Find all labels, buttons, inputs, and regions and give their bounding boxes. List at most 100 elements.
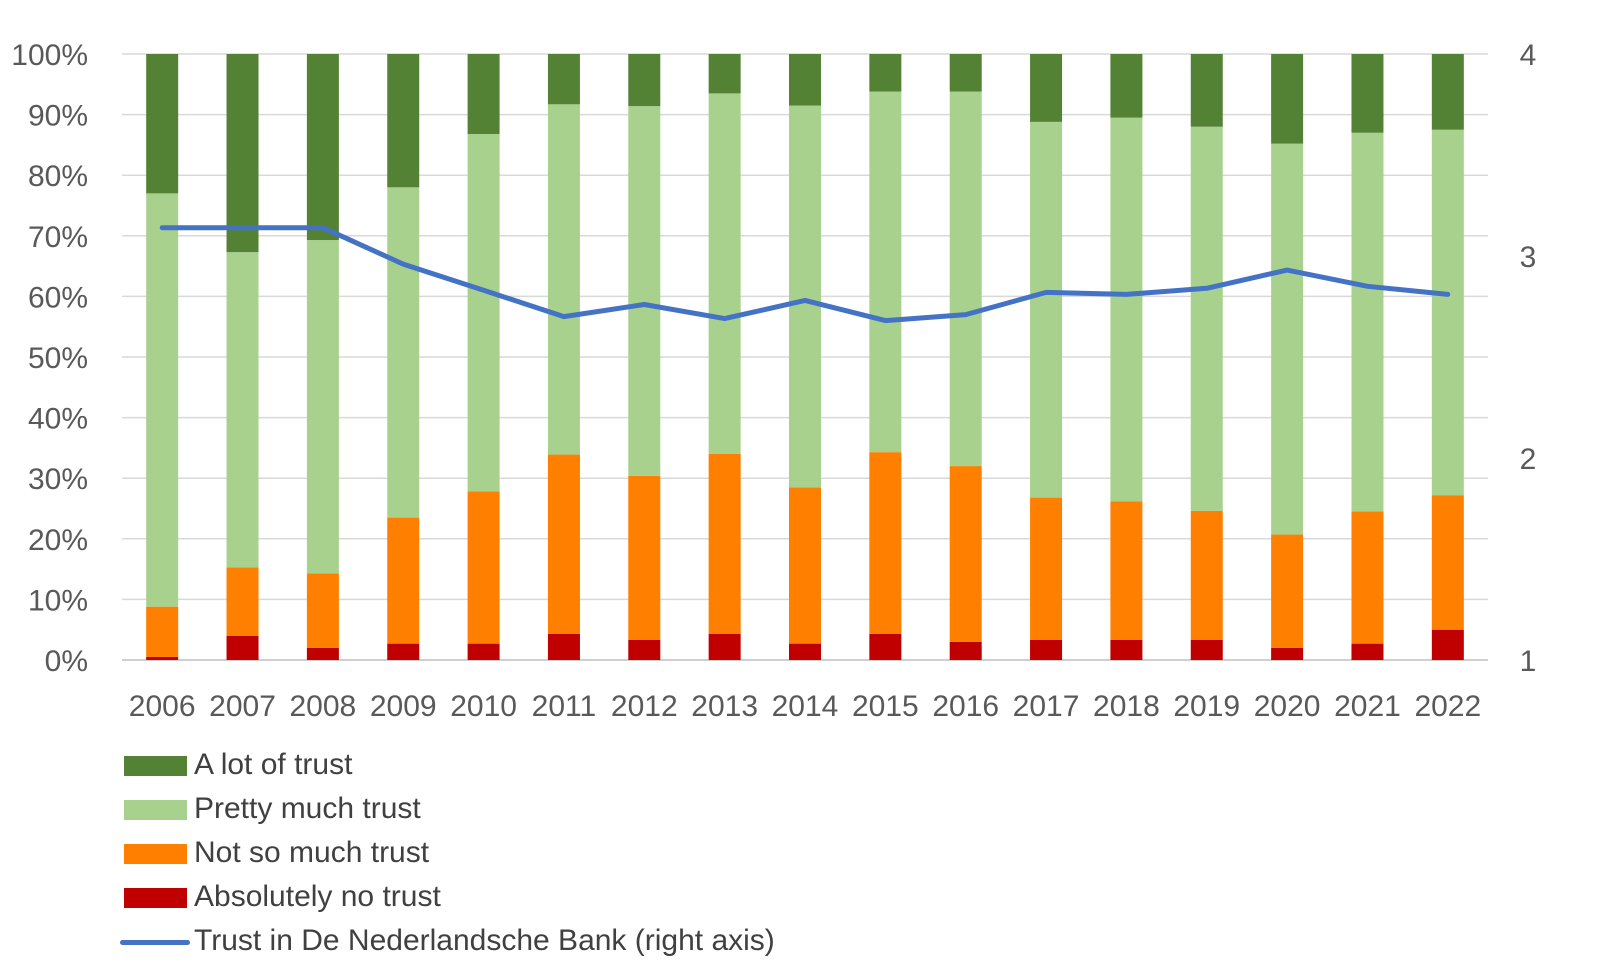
legend-label-not-so-much-trust: Not so much trust (194, 836, 430, 869)
bar-pretty-much-trust (1271, 143, 1304, 535)
bar-absolutely-no-trust (628, 640, 661, 660)
x-tick-label: 2010 (450, 690, 517, 723)
bar-pretty-much-trust (1431, 129, 1464, 496)
y-right-tick-label: 2 (1520, 443, 1537, 476)
trust-line (159, 225, 1451, 324)
y-left-tick-label: 0% (45, 645, 88, 678)
bar-absolutely-no-trust (306, 647, 339, 660)
bar-absolutely-no-trust (467, 643, 500, 660)
bar-pretty-much-trust (708, 93, 741, 454)
x-tick-label: 2016 (932, 690, 999, 723)
x-tick-label: 2007 (209, 690, 276, 723)
legend-swatch-absolutely-no-trust (124, 888, 187, 908)
bar-not-so-much-trust (146, 606, 179, 657)
legend-swatch-a-lot-of-trust (124, 756, 187, 776)
y-left-tick-label: 30% (28, 463, 88, 496)
bar-absolutely-no-trust (708, 633, 741, 660)
legend-line-trust-dnb (120, 940, 190, 945)
bar-not-so-much-trust (1110, 501, 1143, 641)
bar-not-so-much-trust (306, 573, 339, 648)
bar-absolutely-no-trust (387, 643, 420, 660)
bar-a-lot-of-trust (226, 54, 259, 253)
y-right-tick-label: 4 (1520, 39, 1537, 72)
bar-absolutely-no-trust (1431, 629, 1464, 660)
bar-pretty-much-trust (547, 104, 580, 455)
bar-not-so-much-trust (1190, 510, 1223, 641)
bar-not-so-much-trust (547, 454, 580, 634)
y-left-tick-label: 90% (28, 100, 88, 133)
bar-a-lot-of-trust (708, 54, 741, 94)
bar-absolutely-no-trust (789, 643, 821, 660)
bar-absolutely-no-trust (949, 641, 982, 660)
legend-label-trust-dnb: Trust in De Nederlandsche Bank (right ax… (194, 924, 775, 957)
bar-a-lot-of-trust (628, 54, 661, 107)
bar-a-lot-of-trust (869, 54, 902, 92)
y-left-tick-label: 40% (28, 403, 88, 436)
bar-a-lot-of-trust (306, 54, 339, 241)
y-left-tick-label: 80% (28, 160, 88, 193)
bar-pretty-much-trust (387, 187, 420, 518)
bar-a-lot-of-trust (467, 54, 500, 134)
y-left-tick-label: 50% (28, 342, 88, 375)
bar-a-lot-of-trust (949, 54, 982, 92)
bar-not-so-much-trust (1271, 534, 1304, 648)
legend-swatch-not-so-much-trust (124, 844, 187, 864)
x-tick-label: 2015 (852, 690, 919, 723)
bar-not-so-much-trust (869, 452, 902, 634)
bar-pretty-much-trust (949, 91, 982, 467)
x-tick-label: 2006 (129, 690, 196, 723)
bar-a-lot-of-trust (1030, 54, 1063, 122)
line-trust-dnb (159, 225, 1451, 324)
x-tick-label: 2021 (1334, 690, 1401, 723)
bar-not-so-much-trust (1431, 495, 1464, 630)
x-tick-label: 2022 (1414, 690, 1481, 723)
bars (146, 54, 1464, 660)
y-left-tick-label: 10% (28, 584, 88, 617)
bar-pretty-much-trust (1351, 132, 1384, 512)
bar-a-lot-of-trust (1190, 54, 1223, 127)
legend-swatch-pretty-much-trust (124, 800, 187, 820)
legend-label-pretty-much-trust: Pretty much trust (194, 792, 421, 825)
bar-pretty-much-trust (1030, 121, 1063, 498)
bar-pretty-much-trust (226, 252, 259, 568)
bar-a-lot-of-trust (789, 54, 821, 106)
bar-pretty-much-trust (1190, 126, 1223, 511)
x-tick-label: 2020 (1254, 690, 1321, 723)
bar-absolutely-no-trust (146, 656, 179, 660)
bar-not-so-much-trust (467, 491, 500, 644)
bar-absolutely-no-trust (1351, 643, 1384, 660)
bar-pretty-much-trust (467, 133, 500, 492)
bar-absolutely-no-trust (1110, 640, 1143, 660)
bar-a-lot-of-trust (146, 54, 179, 194)
x-tick-label: 2009 (370, 690, 437, 723)
y-right-tick-label: 3 (1520, 241, 1537, 274)
legend-label-a-lot-of-trust: A lot of trust (194, 748, 353, 781)
bar-pretty-much-trust (869, 91, 902, 453)
bar-absolutely-no-trust (1030, 640, 1063, 660)
bar-absolutely-no-trust (1271, 647, 1304, 660)
y-left-tick-label: 70% (28, 221, 88, 254)
bar-not-so-much-trust (628, 475, 661, 641)
bar-pretty-much-trust (628, 106, 661, 476)
bar-a-lot-of-trust (1271, 54, 1304, 144)
bar-not-so-much-trust (387, 517, 420, 644)
x-tick-label: 2013 (691, 690, 758, 723)
x-tick-label: 2011 (532, 690, 597, 723)
x-tick-label: 2017 (1013, 690, 1080, 723)
bar-not-so-much-trust (708, 453, 741, 634)
y-right-tick-label: 1 (1520, 645, 1537, 678)
y-left-tick-label: 20% (28, 524, 88, 557)
x-axis-ticks: 2006 2007 2008 2009 2010 2011 2012 2013 2014 2015… (129, 690, 1481, 723)
bar-not-so-much-trust (1030, 497, 1063, 641)
bar-absolutely-no-trust (547, 633, 580, 660)
bar-pretty-much-trust (1110, 117, 1143, 502)
bar-a-lot-of-trust (387, 54, 420, 188)
x-tick-label: 2018 (1093, 690, 1160, 723)
x-tick-label: 2008 (290, 690, 357, 723)
bar-not-so-much-trust (789, 487, 821, 644)
bar-pretty-much-trust (789, 105, 821, 488)
bar-pretty-much-trust (306, 240, 339, 574)
bar-a-lot-of-trust (1110, 54, 1143, 118)
left-axis-ticks: 0% 10% 20% 30% 40% 50% 60% 70% 80% 90% 100% (11, 39, 88, 678)
